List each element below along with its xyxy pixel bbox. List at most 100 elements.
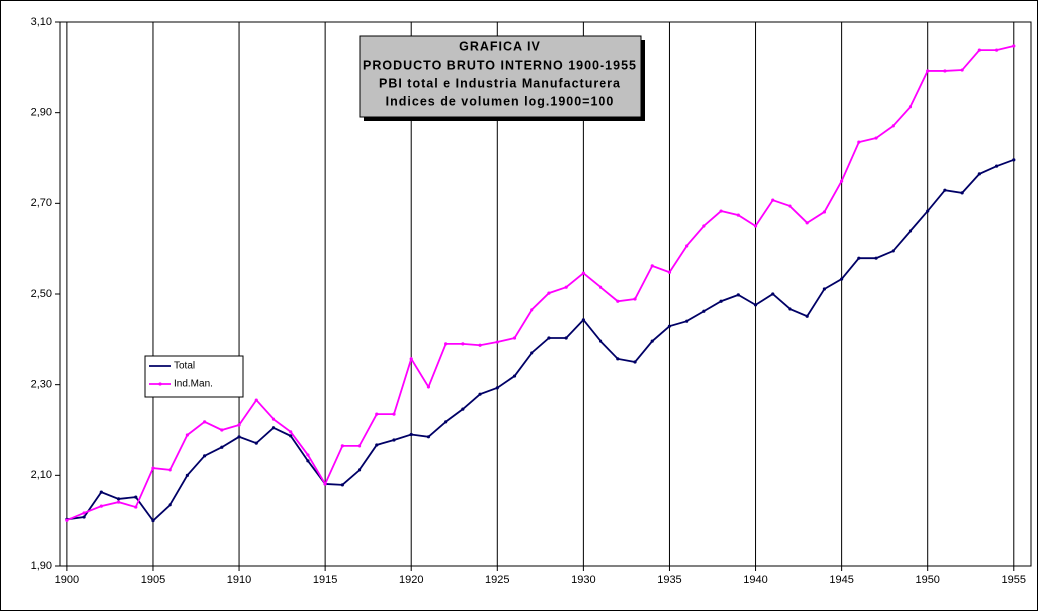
point — [788, 307, 792, 311]
point — [116, 497, 121, 501]
point — [168, 503, 172, 507]
y-tick-label: 2,50 — [31, 288, 52, 300]
point — [926, 209, 930, 213]
point — [564, 285, 568, 289]
point — [719, 209, 723, 213]
point — [512, 336, 517, 340]
x-tick-label: 1915 — [313, 574, 337, 586]
point — [289, 430, 293, 434]
point — [444, 420, 448, 424]
x-tick-label: 1950 — [915, 574, 939, 586]
point — [667, 270, 672, 274]
point — [840, 179, 844, 183]
point — [891, 249, 895, 253]
point — [237, 435, 241, 439]
point — [564, 336, 568, 340]
x-tick-label: 1905 — [141, 574, 165, 586]
point — [444, 342, 448, 346]
point — [616, 357, 620, 361]
legend-label: Total — [174, 361, 195, 372]
point — [685, 244, 689, 248]
point — [340, 483, 344, 487]
title-box — [359, 35, 642, 118]
point — [719, 299, 723, 303]
point — [771, 292, 775, 296]
point — [306, 459, 310, 463]
legend-box — [144, 355, 244, 398]
x-tick-label: 1920 — [399, 574, 423, 586]
point — [426, 385, 431, 389]
point — [977, 48, 981, 52]
point — [306, 453, 310, 457]
point — [495, 386, 499, 390]
legend-label: Ind.Man. — [174, 379, 213, 390]
point — [461, 407, 465, 411]
chart-title: GRAFICA IV — [459, 39, 541, 53]
point — [805, 314, 809, 318]
point — [357, 468, 362, 472]
point — [82, 511, 86, 515]
point — [99, 490, 103, 494]
point — [203, 454, 207, 458]
legend-marker — [158, 382, 162, 386]
point — [220, 445, 224, 449]
point — [254, 441, 258, 445]
point — [598, 339, 603, 343]
y-tick-label: 3,10 — [31, 16, 52, 28]
x-tick-label: 1925 — [485, 574, 509, 586]
x-tick-label: 1945 — [829, 574, 853, 586]
x-tick-label: 1930 — [571, 574, 595, 586]
chart-subtitle: PRODUCTO BRUTO INTERNO 1900-1955 — [363, 58, 637, 72]
point — [530, 308, 534, 312]
point — [667, 324, 672, 328]
line — [66, 45, 1014, 522]
point — [271, 417, 276, 421]
point — [530, 351, 534, 355]
point — [822, 210, 827, 214]
point — [409, 432, 413, 437]
point — [151, 466, 155, 470]
point — [943, 188, 947, 192]
point — [960, 68, 964, 72]
point — [478, 343, 482, 347]
point — [822, 287, 827, 291]
point — [375, 412, 379, 416]
point — [65, 518, 69, 522]
point — [1012, 44, 1016, 48]
point — [289, 434, 293, 438]
point — [237, 423, 241, 427]
y-tick-label: 1,90 — [31, 560, 52, 572]
point — [891, 124, 895, 128]
point — [736, 213, 740, 217]
point — [633, 360, 637, 364]
point — [943, 69, 947, 73]
point — [857, 140, 861, 144]
point — [426, 435, 431, 439]
x-tick-label: 1955 — [1002, 574, 1026, 586]
point — [857, 256, 861, 260]
point — [908, 229, 913, 233]
point — [271, 426, 276, 430]
point — [134, 495, 138, 499]
point — [478, 392, 482, 396]
point — [82, 515, 86, 519]
point — [547, 336, 551, 340]
point — [702, 309, 706, 313]
point — [220, 428, 224, 432]
y-tick-label: 2,90 — [31, 107, 52, 119]
point — [977, 172, 981, 176]
point — [616, 299, 620, 303]
point — [736, 293, 740, 297]
point — [547, 291, 551, 295]
point — [994, 48, 999, 52]
point — [495, 340, 499, 344]
point — [994, 164, 999, 168]
point — [357, 444, 362, 448]
x-tick-label: 1910 — [227, 574, 251, 586]
point — [788, 204, 792, 208]
point — [650, 264, 654, 268]
point — [375, 443, 379, 447]
line — [66, 158, 1015, 523]
point — [185, 433, 190, 437]
